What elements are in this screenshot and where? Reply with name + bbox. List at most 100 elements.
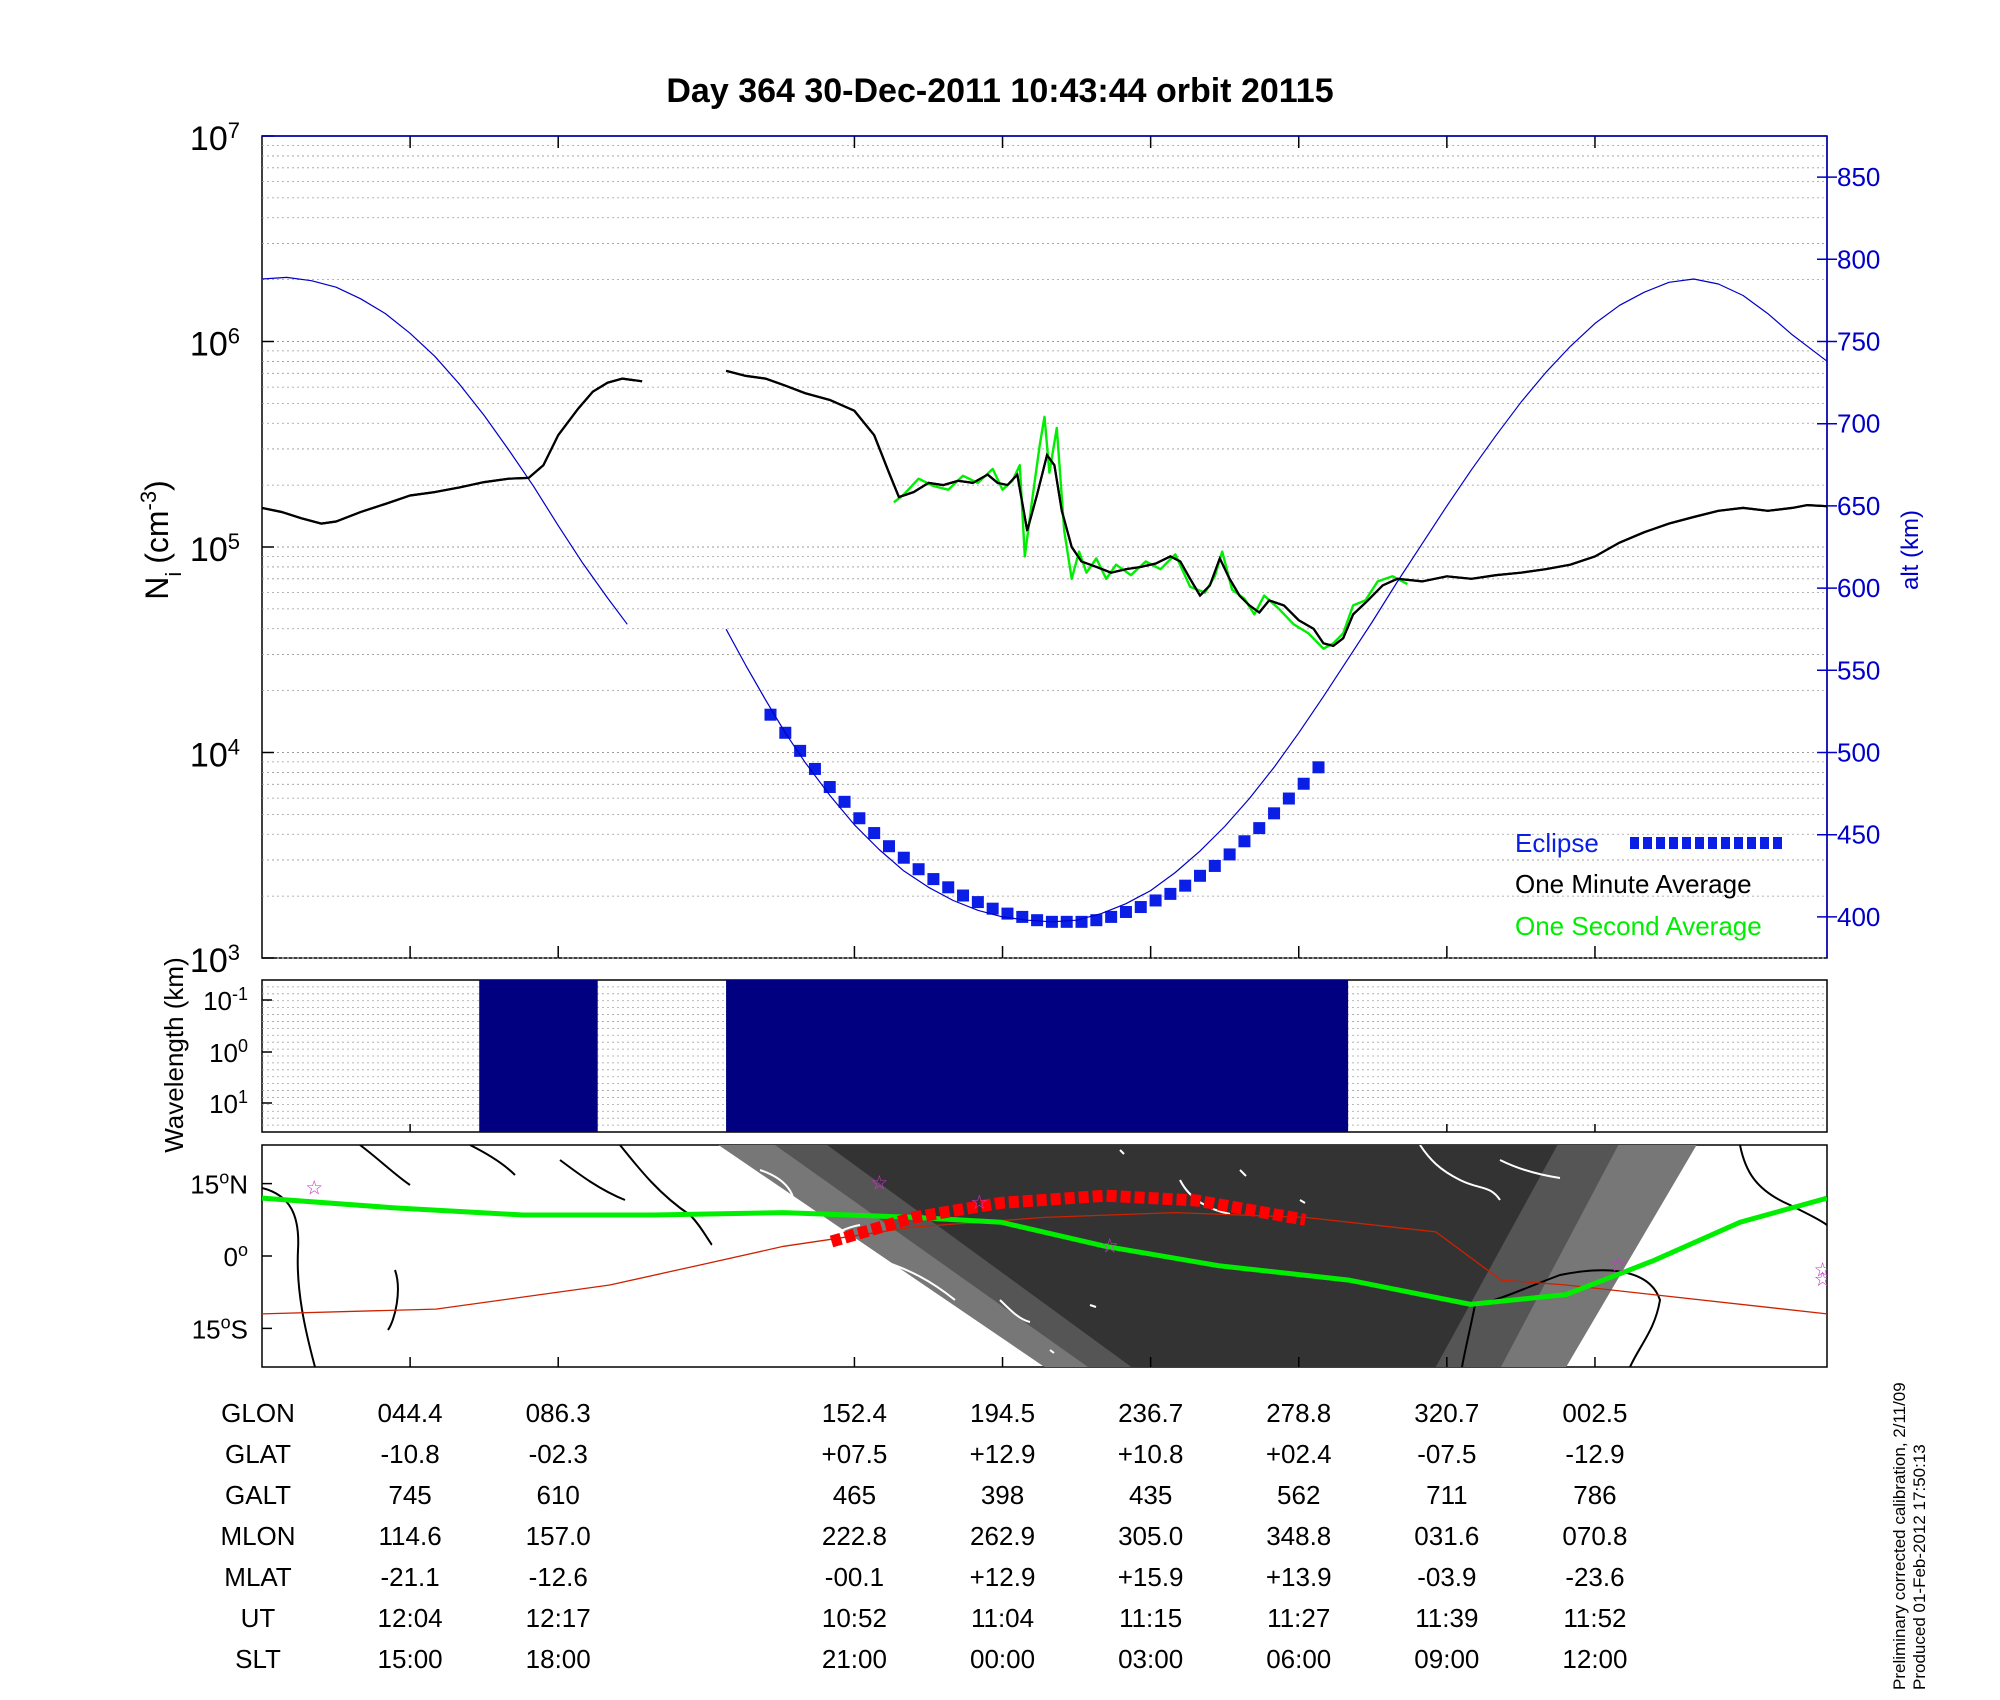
table-cell: 114.6 — [378, 1521, 442, 1551]
table-cell: 044.4 — [377, 1398, 443, 1428]
eclipse-marker — [957, 889, 970, 902]
eclipse-marker — [823, 781, 836, 794]
spectrogram-y-tick-label: 101 — [209, 1087, 248, 1119]
eclipse-marker — [1134, 901, 1147, 914]
eclipse-marker — [1031, 914, 1044, 927]
altitude-y-tick-label: 550 — [1837, 655, 1880, 685]
india-coast — [469, 1145, 626, 1201]
footnote-line-2: Produced 01-Feb-2012 17:50:13 — [1910, 1444, 1929, 1690]
legend-eclipse-label: Eclipse — [1515, 828, 1599, 858]
footnote: Preliminary corrected calibration, 2/11/… — [1890, 1382, 1930, 1690]
altitude-line — [725, 278, 1828, 923]
eclipse-marker — [1105, 910, 1118, 923]
table-cell: 070.8 — [1562, 1521, 1628, 1551]
west-africa-coast — [1739, 1145, 1827, 1226]
table-cell: 11:04 — [970, 1603, 1035, 1633]
table-cell: 09:00 — [1414, 1644, 1480, 1674]
eclipse-marker — [1208, 859, 1221, 872]
table-cell: 194.5 — [969, 1398, 1036, 1428]
star-marker: ☆ — [970, 1190, 988, 1214]
eclipse-marker — [1075, 915, 1088, 928]
table-row: MLAT -21.1 -12.6 -00.1 +12.9 +15.9 +13.9 -03.9 -… — [0, 1562, 2000, 1602]
eclipse-marker — [1119, 905, 1132, 918]
altitude-y-tick-label: 750 — [1837, 327, 1880, 357]
eclipse-marker — [838, 795, 851, 808]
table-cell: +12.9 — [969, 1439, 1036, 1469]
table-cell: 11:27 — [1267, 1603, 1331, 1633]
altitude-y-tick-label: 800 — [1837, 244, 1880, 274]
magnetic-equator-line — [262, 1211, 1827, 1315]
table-cell: 12:00 — [1562, 1644, 1628, 1674]
eclipse-marker — [764, 708, 777, 721]
spectrogram-block — [479, 980, 598, 1132]
eclipse-marker — [1268, 807, 1281, 820]
table-cell: 398 — [980, 1480, 1025, 1510]
eclipse-marker — [1312, 761, 1325, 774]
table-cell: 12:04 — [377, 1603, 443, 1633]
table-cell: 18:00 — [525, 1644, 591, 1674]
one-minute-line-overlay — [725, 369, 1828, 648]
footnote-line-1: Preliminary corrected calibration, 2/11/… — [1890, 1382, 1909, 1690]
altitude-line — [261, 276, 628, 625]
star-marker: ☆ — [1814, 1257, 1832, 1281]
table-cell: 10:52 — [821, 1603, 887, 1633]
star-marker: ☆ — [1609, 1253, 1627, 1277]
table-cell: 157.0 — [525, 1521, 591, 1551]
eclipse-marker — [794, 744, 807, 757]
table-row-label: GALT — [225, 1480, 291, 1510]
one-minute-line-overlay — [261, 377, 643, 525]
table-cell: 465 — [832, 1480, 877, 1510]
eclipse-marker — [1179, 879, 1192, 892]
altitude-y-tick-label: 400 — [1837, 902, 1880, 932]
table-cell: 236.7 — [1118, 1398, 1184, 1428]
table-cell: 03:00 — [1118, 1644, 1184, 1674]
density-panel: 103 104 105 106 107 400 450 500 550 600 650 700 750… — [136, 118, 1925, 981]
table-cell: 711 — [1426, 1480, 1468, 1510]
table-cell: +12.9 — [969, 1562, 1036, 1592]
table-cell: 562 — [1277, 1480, 1321, 1510]
eclipse-marker — [897, 851, 910, 864]
altitude-y-tick-label: 850 — [1837, 162, 1880, 192]
star-marker: ☆ — [305, 1175, 323, 1199]
density-y-tick-label: 107 — [190, 118, 240, 159]
map-line-group: ☆ ☆☆☆☆ ☆☆ — [262, 1171, 1832, 1315]
density-y-tick-label: 103 — [190, 940, 240, 981]
altitude-y-tick-label: 600 — [1837, 573, 1880, 603]
eclipse-marker — [1282, 792, 1295, 805]
chart-title: Day 364 30-Dec-2011 10:43:44 orbit 20115 — [666, 72, 1334, 110]
altitude-y-label: alt (km) — [1897, 510, 1924, 590]
altitude-y-tick-label: 650 — [1837, 491, 1880, 521]
table-cell: 320.7 — [1414, 1398, 1480, 1428]
eclipse-marker — [1253, 822, 1266, 835]
table-cell: 348.8 — [1266, 1521, 1332, 1551]
table-cell: 002.5 — [1562, 1398, 1628, 1428]
table-row: GLON 044.4 086.3 152.4 194.5 236.7 278.8 320.7 0… — [0, 1398, 2000, 1438]
altitude-y-tick-label: 450 — [1837, 820, 1880, 850]
table-cell: 152.4 — [821, 1398, 887, 1428]
table-row-label: SLT — [235, 1644, 281, 1674]
table-cell: +07.5 — [821, 1439, 888, 1469]
table-cell: 222.8 — [821, 1521, 887, 1551]
spectrogram-y-ticks: 10-1 100 101 — [203, 984, 272, 1119]
table-cell: 086.3 — [525, 1398, 591, 1428]
americas-coast — [1419, 1145, 1561, 1201]
density-y-tick-label: 105 — [190, 529, 240, 570]
table-cell: +15.9 — [1117, 1562, 1184, 1592]
table-cell: 11:15 — [1119, 1603, 1183, 1633]
map-tracks: ☆ ☆☆☆☆ ☆☆ — [262, 1171, 1832, 1315]
spectrogram-block — [726, 980, 1349, 1132]
eclipse-marker — [868, 827, 881, 840]
density-y-ticks: 103 104 105 106 107 — [190, 118, 274, 981]
table-cell: -23.6 — [1565, 1562, 1625, 1592]
table-cell: 11:52 — [1563, 1603, 1627, 1633]
eclipse-marker — [882, 840, 895, 853]
pacific-islands — [959, 1149, 1306, 1354]
table-cell: -12.9 — [1565, 1439, 1625, 1469]
table-cell: +13.9 — [1265, 1562, 1332, 1592]
density-grid — [262, 136, 1827, 959]
eclipse-marker — [1223, 848, 1236, 861]
table-cell: 786 — [1573, 1480, 1617, 1510]
eclipse-marker — [1194, 869, 1207, 882]
density-y-tick-label: 104 — [190, 734, 240, 775]
